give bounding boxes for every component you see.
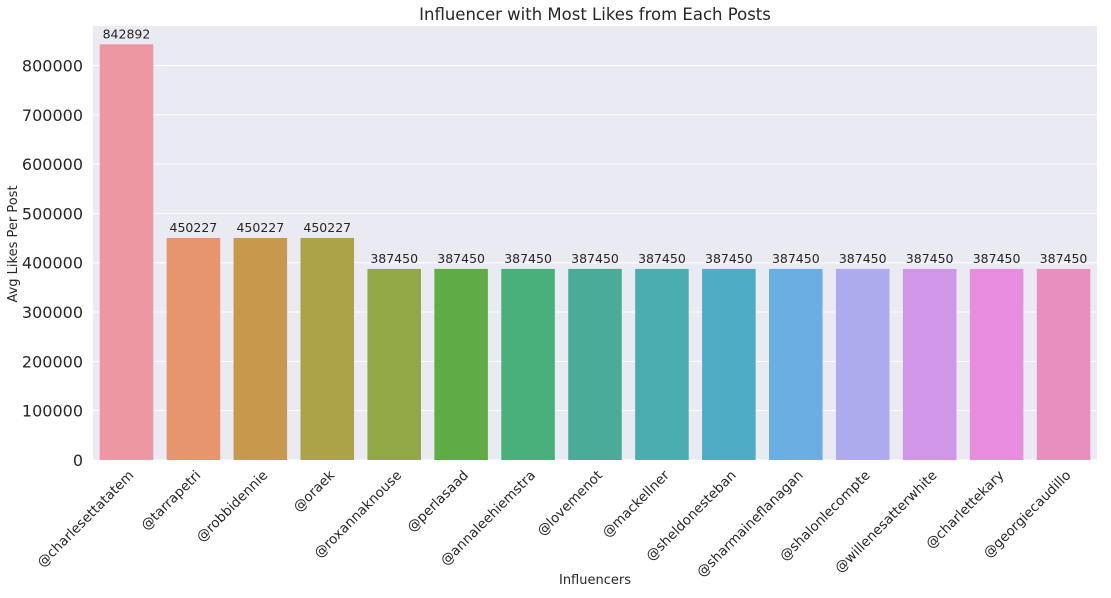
bar: [902, 268, 957, 460]
bar-value-label: 450227: [170, 220, 218, 235]
x-tick-label: @charlesettatatem: [34, 468, 137, 571]
y-tick-label: 0: [73, 451, 83, 470]
bar-value-label: 387450: [370, 251, 418, 266]
bar: [702, 268, 756, 460]
x-tick-label: @tarrapetri: [138, 468, 204, 534]
x-tick-label: @mackellner: [599, 467, 673, 541]
y-tick-label: 400000: [22, 254, 83, 273]
y-axis-ticks: 0 100000 200000 300000 400000 500000 600000 700…: [22, 56, 83, 470]
y-tick-label: 700000: [22, 106, 83, 125]
chart-title: Influencer with Most Likes from Each Pos…: [419, 5, 771, 24]
bar: [1036, 268, 1091, 460]
bar-value-label: 387450: [973, 251, 1021, 266]
bars: [99, 44, 1091, 460]
bar: [367, 268, 421, 460]
y-tick-label: 200000: [22, 352, 83, 371]
bar-value-label: 387450: [839, 251, 887, 266]
bar: [99, 44, 154, 460]
bar-value-label: 387450: [772, 251, 820, 266]
bar: [501, 268, 555, 460]
bar-value-label: 450227: [236, 220, 284, 235]
bar: [835, 268, 890, 460]
bar: [233, 237, 288, 460]
x-axis-title: Influencers: [559, 573, 631, 588]
bar-value-label: 387450: [705, 251, 753, 266]
x-tick-label: @oraek: [290, 467, 338, 515]
bar: [300, 237, 355, 460]
bar-value-label: 387450: [571, 251, 619, 266]
bar: [166, 237, 221, 460]
bar-value-label: 387450: [437, 251, 485, 266]
y-axis-title: Avg Likes Per Post: [6, 185, 21, 302]
bar: [969, 268, 1024, 460]
bar: [434, 268, 488, 460]
x-tick-label: @perlasaad: [404, 468, 472, 536]
x-tick-label: @lovemenot: [534, 468, 606, 540]
bar-value-label: 842892: [103, 26, 151, 41]
bar-value-label: 387450: [504, 251, 552, 266]
y-tick-label: 600000: [22, 155, 83, 174]
x-axis-ticks: @charlesettatatem @tarrapetri@robbidennie…: [34, 467, 1074, 580]
x-tick-label: @robbidennie: [193, 468, 271, 546]
y-tick-label: 500000: [22, 204, 83, 223]
y-tick-label: 100000: [22, 402, 83, 421]
bar: [769, 268, 823, 460]
data-labels: 842892 450227 450227 450227 387450 387450 3874…: [103, 26, 1088, 266]
bar-value-label: 450227: [303, 220, 351, 235]
bar: [568, 268, 622, 460]
bar: [635, 268, 689, 460]
y-tick-label: 300000: [22, 303, 83, 322]
bar-value-label: 387450: [638, 251, 686, 266]
bar-value-label: 387450: [906, 251, 954, 266]
bar-value-label: 387450: [1040, 251, 1088, 266]
y-tick-label: 800000: [22, 56, 83, 75]
